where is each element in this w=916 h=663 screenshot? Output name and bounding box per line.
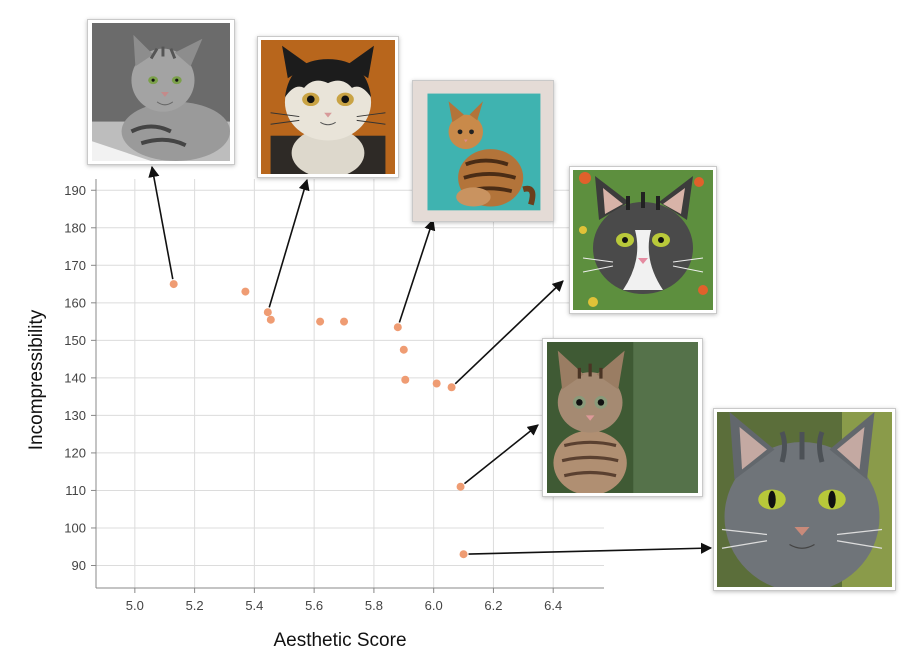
y-axis-title: Incompressibility [26,309,47,450]
gray-white-cat-icon [573,170,713,310]
annotation-arrow [398,218,436,323]
y-tick-label: 140 [64,370,86,385]
y-tick-label: 90 [72,558,86,573]
x-tick-label: 5.6 [305,598,323,613]
annotation-arrows [148,165,713,555]
data-point [169,280,178,289]
data-point [263,308,272,317]
axes [91,179,604,593]
data-point [340,317,349,326]
tabby-kitten-icon [547,342,698,493]
y-tick-label: 190 [64,183,86,198]
cat-thumbnail-5 [542,338,703,497]
painted-cat-icon [261,40,395,174]
data-point [241,287,250,296]
x-tick-label: 5.2 [186,598,204,613]
cat-thumbnail-2 [257,36,399,178]
x-tick-label: 6.2 [484,598,502,613]
data-point [456,482,465,491]
data-point [459,550,468,559]
data-point [399,345,408,354]
cat-thumbnail-3 [412,80,554,222]
x-axis-title: Aesthetic Score [273,630,406,651]
gray-tabby-cat-icon [92,23,230,161]
annotation-arrow [454,280,564,385]
y-tick-label: 180 [64,220,86,235]
x-tick-label: 5.0 [126,598,144,613]
x-tick-label: 5.4 [245,598,263,613]
data-points [169,280,468,559]
y-tick-label: 170 [64,258,86,273]
data-point [393,323,402,332]
annotation-arrow [468,542,713,555]
y-tick-label: 110 [65,483,86,498]
annotation-arrow [268,178,310,308]
data-point [447,383,456,392]
painted-tabby-cat-icon [416,84,550,218]
x-tick-label: 6.0 [425,598,443,613]
x-tick-label: 5.8 [365,598,383,613]
gray-cat-closeup-icon [717,412,892,587]
data-point [432,379,441,388]
cat-thumbnail-1 [87,19,235,165]
y-tick-label: 150 [64,333,86,348]
y-tick-label: 100 [64,520,86,535]
cat-thumbnail-6 [713,408,896,591]
tick-labels: 5.0 5.2 5.4 5.6 5.8 6.0 6.2 6.4 90 100 110 120 130 14… [64,183,562,613]
annotation-arrow [463,424,539,485]
grid-lines [96,179,604,588]
annotation-arrow [148,165,174,280]
y-tick-label: 160 [64,295,86,310]
data-point [316,317,325,326]
y-tick-label: 130 [64,408,86,423]
x-tick-label: 6.4 [544,598,562,613]
data-point [266,315,275,324]
cat-thumbnail-4 [569,166,717,314]
data-point [401,375,410,384]
y-tick-label: 120 [64,445,86,460]
